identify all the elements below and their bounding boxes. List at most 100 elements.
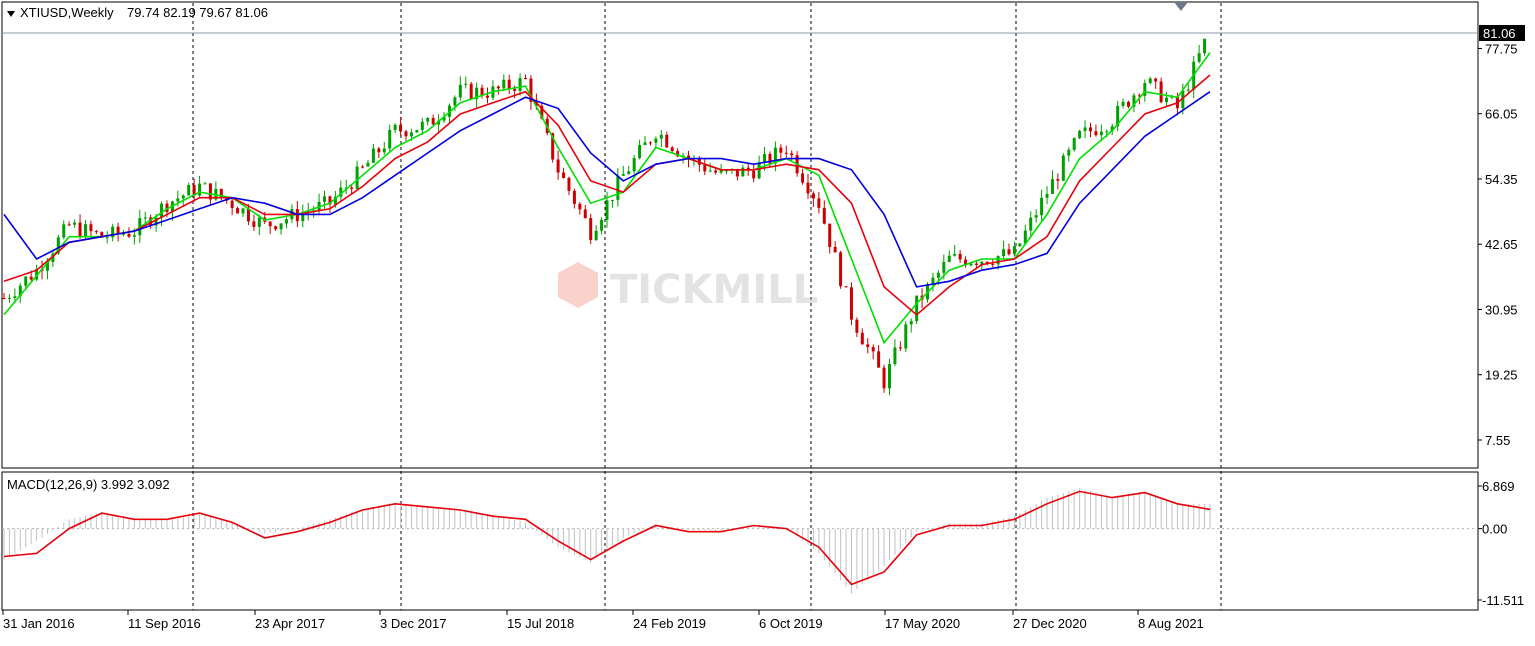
candle: [371, 143, 375, 164]
candle: [230, 198, 234, 216]
price-panel-frame: [1, 1, 1479, 469]
candle: [594, 225, 598, 241]
candle: [1023, 224, 1027, 246]
price-axis: 77.75 66.05 54.35 42.65 30.95 19.25 7.55: [1478, 41, 1518, 448]
price-series-layer: [2, 38, 1211, 396]
candle: [610, 199, 614, 208]
candle: [1045, 186, 1049, 205]
candle: [779, 144, 783, 160]
candle: [1072, 137, 1076, 152]
candle: [1078, 129, 1082, 140]
candle: [882, 364, 886, 393]
candle: [898, 341, 902, 352]
candle: [317, 193, 321, 216]
candle: [2, 293, 6, 300]
time-tick-label: 6 Oct 2019: [759, 616, 823, 631]
candle: [1148, 76, 1152, 85]
candle: [518, 73, 522, 96]
candle: [567, 176, 571, 196]
chart-shift-marker[interactable]: [1174, 2, 1188, 11]
candle: [741, 164, 745, 177]
candle: [469, 81, 473, 101]
candle: [1127, 100, 1131, 109]
candle: [708, 162, 712, 173]
candle: [51, 249, 55, 267]
candle: [361, 165, 365, 169]
time-tick-label: 27 Dec 2020: [1013, 616, 1087, 631]
symbol-title: XTIUSD,Weekly: [20, 5, 114, 20]
candle: [502, 74, 506, 92]
candle: [431, 114, 435, 125]
candle: [529, 75, 533, 111]
candle: [735, 168, 739, 181]
candle: [393, 123, 397, 134]
candle: [1099, 124, 1103, 142]
macd-tick-label: 0.00: [1482, 522, 1507, 537]
price-tick-label: 42.65: [1485, 237, 1518, 252]
candle: [877, 345, 881, 368]
candle: [111, 223, 115, 242]
candle: [344, 179, 348, 195]
candle: [94, 229, 98, 235]
tickmill-hex-logo: [558, 262, 598, 308]
candle: [659, 130, 663, 148]
candle: [420, 117, 424, 135]
candle: [284, 215, 288, 229]
time-tick-label: 24 Feb 2019: [633, 616, 706, 631]
candle: [388, 124, 392, 153]
candle: [415, 129, 419, 133]
candle: [839, 250, 843, 289]
candle: [1029, 211, 1033, 239]
moving-average-line-1: [3, 52, 1211, 345]
candle: [1165, 91, 1169, 107]
candle: [964, 256, 968, 268]
candle: [279, 223, 283, 235]
candle: [643, 136, 647, 146]
macd-tick-label: -11.511: [1482, 593, 1524, 608]
candle: [1040, 189, 1044, 222]
candle: [252, 214, 256, 231]
candle: [328, 195, 332, 213]
time-tick-label: 15 Jul 2018: [507, 616, 574, 631]
macd-axis: 6.869 0.00 -11.511: [1478, 479, 1524, 608]
price-tick-label: 54.35: [1485, 172, 1518, 187]
candle: [143, 211, 147, 224]
candle: [866, 338, 870, 354]
candle: [116, 222, 120, 242]
ohlc-readout: 79.74 82.19 79.67 81.06: [127, 5, 268, 20]
candle: [339, 180, 343, 202]
price-tick-label: 66.05: [1485, 107, 1518, 122]
candle: [562, 167, 566, 179]
candle: [616, 168, 620, 207]
candle: [464, 76, 468, 89]
candle: [18, 283, 22, 304]
candle: [67, 221, 71, 227]
moving-average-line-3: [3, 91, 1211, 288]
candle: [665, 131, 669, 149]
candle: [893, 339, 897, 367]
candle: [399, 116, 403, 137]
triangle-down-icon[interactable]: [7, 11, 15, 17]
candle: [1186, 83, 1190, 94]
candle: [203, 181, 207, 185]
candle: [1094, 124, 1098, 137]
candle: [366, 159, 370, 167]
price-tick-label: 30.95: [1485, 302, 1518, 317]
candle: [1203, 38, 1207, 57]
time-tick-label: 8 Aug 2021: [1138, 616, 1204, 631]
candle: [355, 160, 359, 191]
candle: [1007, 243, 1011, 256]
time-tick-label: 23 Apr 2017: [255, 616, 325, 631]
candle: [1154, 77, 1158, 89]
candle: [187, 182, 191, 196]
candle: [485, 87, 489, 104]
candle: [1159, 77, 1163, 104]
candle: [1121, 98, 1125, 109]
candle: [953, 245, 957, 257]
macd-panel-frame: [1, 471, 1479, 611]
candle: [1056, 173, 1060, 190]
candle: [648, 141, 652, 146]
candle: [192, 178, 196, 202]
